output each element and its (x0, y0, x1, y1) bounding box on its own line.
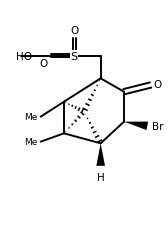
Polygon shape (96, 144, 105, 166)
Polygon shape (124, 122, 148, 131)
Text: Me: Me (24, 113, 37, 122)
Text: HO: HO (16, 52, 32, 62)
Text: S: S (70, 52, 78, 62)
Text: Br: Br (152, 121, 164, 131)
Text: Me: Me (24, 138, 37, 146)
Text: H: H (97, 172, 104, 182)
Text: O: O (153, 80, 161, 90)
Text: O: O (39, 58, 47, 68)
Text: O: O (70, 26, 78, 36)
